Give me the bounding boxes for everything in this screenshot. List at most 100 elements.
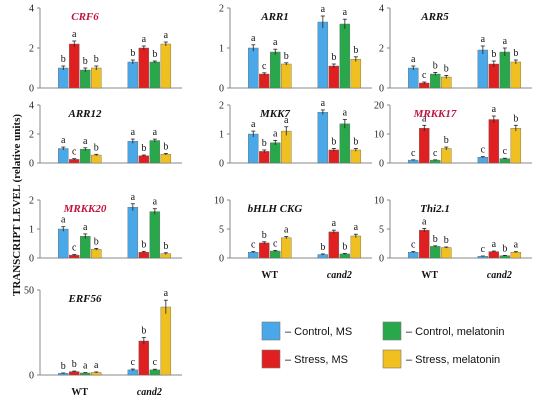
- significance-letter: a: [131, 192, 136, 203]
- significance-letter: c: [131, 357, 136, 368]
- significance-letter: b: [513, 48, 518, 59]
- bar: [339, 253, 351, 259]
- significance-letter: c: [72, 243, 77, 254]
- significance-letter: a: [503, 36, 508, 47]
- significance-letter: c: [481, 145, 486, 156]
- significance-letter: b: [502, 243, 507, 254]
- significance-letter: a: [343, 108, 348, 119]
- y-tick-label: 10: [374, 130, 384, 141]
- significance-letter: c: [251, 240, 256, 251]
- bar: [408, 159, 419, 164]
- y-tick-label: 1: [219, 44, 224, 55]
- bar: [510, 127, 522, 164]
- significance-letter: a: [321, 4, 326, 15]
- bar: [248, 47, 259, 89]
- bar: [149, 61, 161, 89]
- group-label: WT: [261, 270, 278, 281]
- bar: [160, 306, 172, 376]
- bar: [127, 141, 139, 164]
- significance-letter: b: [262, 230, 267, 241]
- bar: [430, 246, 441, 259]
- significance-letter: a: [131, 127, 136, 138]
- bar: [80, 236, 91, 259]
- y-tick-label: 0: [29, 371, 34, 382]
- significance-letter: c: [422, 70, 427, 81]
- y-tick-label: 10: [374, 196, 384, 207]
- significance-letter: c: [262, 61, 267, 72]
- significance-letter: b: [83, 56, 88, 67]
- significance-letter: a: [481, 34, 486, 45]
- bar: [408, 251, 419, 259]
- bar: [149, 369, 161, 376]
- y-tick-label: 0: [29, 254, 34, 265]
- legend-swatch: [261, 349, 281, 369]
- bar: [510, 251, 522, 259]
- y-tick-label: 0: [219, 159, 224, 170]
- legend: – Control, MS – Stress, MS – Control, mela…: [261, 321, 504, 369]
- significance-letter: a: [321, 98, 326, 109]
- y-tick-label: 0: [379, 84, 384, 95]
- bar: [91, 249, 102, 259]
- y-tick-label: 0: [379, 159, 384, 170]
- bar: [58, 228, 69, 259]
- legend-label: – Stress, MS: [285, 354, 348, 366]
- significance-letter: b: [444, 135, 449, 146]
- significance-letter: b: [141, 239, 146, 250]
- bar: [91, 154, 102, 164]
- panel-title: MRKK20: [63, 203, 107, 215]
- significance-letter: a: [354, 222, 359, 233]
- bar: [281, 63, 292, 89]
- significance-letter: b: [491, 49, 496, 60]
- y-tick-label: 2: [379, 44, 384, 55]
- y-tick-label: 50: [24, 286, 34, 297]
- bar: [328, 65, 340, 89]
- bar: [149, 140, 161, 164]
- significance-letter: b: [262, 138, 267, 149]
- y-tick-label: 0: [219, 84, 224, 95]
- significance-letter: c: [411, 240, 416, 251]
- bar: [441, 148, 452, 164]
- significance-letter: a: [83, 361, 88, 372]
- bar: [270, 142, 281, 164]
- bar: [138, 155, 150, 164]
- bar: [441, 247, 452, 259]
- bar: [430, 159, 441, 164]
- bar: [328, 149, 340, 164]
- bar: [350, 59, 362, 89]
- significance-letter: a: [251, 33, 256, 44]
- significance-letter: a: [343, 7, 348, 18]
- bar: [160, 43, 172, 89]
- panel-title: MKK7: [259, 108, 290, 120]
- significance-letter: b: [353, 45, 358, 56]
- significance-letter: a: [284, 115, 289, 126]
- group-labels: WT cand2 WT cand2 WT cand2: [71, 270, 511, 398]
- panel-title: ERF56: [67, 293, 102, 305]
- significance-letter: c: [503, 146, 508, 157]
- panel-title: bHLH CKG: [248, 203, 303, 215]
- y-tick-label: 0: [379, 254, 384, 265]
- significance-letter: a: [514, 240, 519, 251]
- y-tick-label: 10: [214, 196, 224, 207]
- legend-swatch: [382, 349, 402, 369]
- bar: [281, 237, 292, 259]
- bar: [259, 242, 270, 259]
- y-tick-label: 5: [219, 225, 224, 236]
- significance-letter: b: [444, 63, 449, 74]
- group-label: cand2: [487, 270, 512, 281]
- y-tick-label: 4: [29, 101, 34, 112]
- significance-letter: b: [94, 236, 99, 247]
- bar: [58, 67, 69, 89]
- group-label: cand2: [137, 387, 162, 398]
- bar: [328, 231, 340, 259]
- significance-letter: b: [331, 52, 336, 63]
- legend-label: – Control, melatonin: [406, 326, 504, 338]
- significance-letter: a: [83, 136, 88, 147]
